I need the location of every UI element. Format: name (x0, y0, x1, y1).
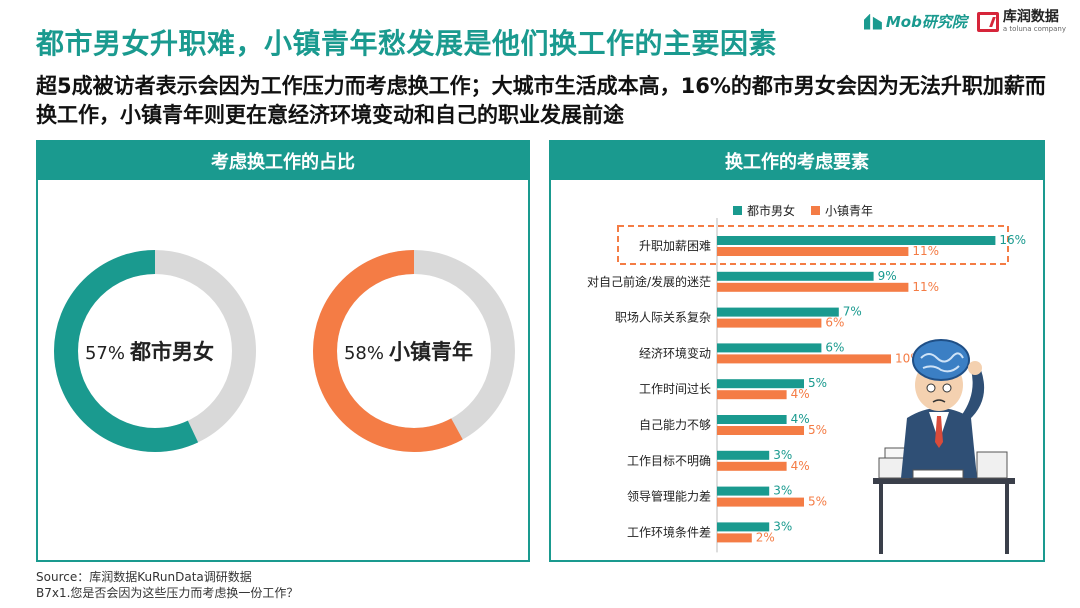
bar (717, 236, 996, 245)
donut-value-label: 57% (85, 343, 125, 364)
legend-label: 都市男女 (747, 203, 795, 218)
bar-value-label: 5% (808, 423, 827, 437)
bar-value-label: 4% (791, 387, 810, 401)
right-panel: 换工作的考虑要素 都市男女 小镇青年升职加薪困难 16% 11% 对自己前途/发展的迷茫… (549, 140, 1045, 562)
highlight-box (617, 225, 1009, 265)
bar (717, 343, 822, 353)
bar-value-label: 4% (791, 459, 810, 473)
bar-value-label: 3% (773, 448, 792, 462)
category-label: 工作环境条件差 (627, 524, 711, 539)
bar (717, 461, 787, 471)
source-note: Source：库润数据KuRunData调研数据 (36, 570, 252, 584)
bar (717, 271, 874, 281)
brain-fold (922, 365, 960, 373)
paper-stack (976, 451, 1008, 479)
page-title: 都市男女升职难，小镇青年愁发展是他们换工作的主要因素 (36, 27, 778, 60)
right-panel-heading: 换工作的考虑要素 (551, 142, 1043, 180)
bar (717, 450, 770, 460)
bar (717, 390, 787, 400)
bar (717, 497, 804, 507)
worker-eye (926, 383, 936, 393)
kurun-logo-subtext: a toluna company (1002, 25, 1066, 33)
page-subtitle: 超5成被访者表示会因为工作压力而考虑换工作；大城市生活成本高，16%的都市男女会… (36, 74, 1046, 127)
bar-value-label: 5% (808, 495, 827, 509)
desk-paper (912, 469, 964, 479)
mob-logo: Mob研究院 (863, 11, 967, 32)
donut-segment (54, 250, 256, 452)
donut-category-label: 小镇青年 (389, 340, 473, 364)
bar (717, 522, 770, 532)
bar (717, 307, 839, 317)
worker-tie (935, 416, 943, 448)
kurun-logo-icon (976, 11, 999, 32)
bar (717, 379, 804, 389)
desk-top (873, 478, 1015, 484)
bar-value-label: 7% (843, 305, 862, 319)
donut-segment (313, 250, 515, 452)
bar (717, 415, 787, 424)
logo-area: Mob研究院 库润数据 a toluna company (863, 9, 1066, 33)
bar (717, 318, 822, 328)
legend-swatch (733, 206, 742, 215)
category-label: 工作目标不明确 (627, 454, 711, 468)
bar-value-label: 11% (912, 244, 939, 258)
bar-value-label: 6% (825, 340, 844, 354)
donut-chart: 57% 都市男女 58% 小镇青年 (54, 250, 515, 452)
bar (717, 533, 752, 543)
worker-illustration (873, 339, 1015, 554)
worker-mouth (932, 399, 946, 403)
bar-value-label: 3% (773, 519, 792, 533)
bar (717, 354, 891, 364)
category-label: 对自己前途/发展的迷茫 (587, 274, 711, 289)
mob-logo-icon (863, 13, 882, 30)
brain-fold (920, 352, 964, 363)
question-note: B7x1.您是否会因为这些压力而考虑换一份工作？ (36, 586, 299, 600)
footer: Source：库润数据KuRunData调研数据 B7x1.您是否会因为这些压力… (36, 569, 298, 601)
legend-label: 小镇青年 (825, 204, 873, 218)
worker-hand (968, 361, 982, 375)
desk-leg (879, 484, 883, 554)
bar (717, 282, 909, 292)
worker-eye (942, 383, 952, 393)
bar-value-label: 2% (756, 530, 775, 544)
kurun-logo: 库润数据 a toluna company (976, 9, 1066, 33)
desk-leg (1005, 484, 1009, 554)
bar (717, 426, 804, 435)
bar-value-label: 5% (808, 376, 827, 390)
category-label: 工作时间过长 (639, 382, 711, 396)
bar (717, 247, 909, 256)
donut-category-label: 都市男女 (129, 340, 214, 364)
bar-value-label: 3% (773, 484, 792, 498)
mob-logo-text: Mob研究院 (885, 13, 967, 31)
category-label: 经济环境变动 (639, 345, 711, 360)
bar-value-label: 11% (912, 280, 939, 294)
donut-value-label: 58% (344, 343, 384, 364)
kurun-logo-text: 库润数据 (1002, 9, 1059, 25)
bar-value-label: 9% (878, 269, 897, 283)
category-label: 领导管理能力差 (627, 489, 711, 504)
category-label: 职场人际关系复杂 (615, 311, 711, 325)
left-panel: 考虑换工作的占比 57% 都市男女 58% 小镇青年 (36, 140, 530, 562)
legend-swatch (811, 206, 820, 215)
category-label: 升职加薪困难 (639, 239, 711, 253)
bar-value-label: 6% (825, 316, 844, 330)
bar-value-label: 16% (999, 233, 1026, 247)
bar-value-label: 4% (791, 412, 810, 426)
worker-arm (961, 370, 985, 420)
bar (717, 486, 770, 496)
category-label: 自己能力不够 (639, 418, 711, 432)
left-panel-heading: 考虑换工作的占比 (38, 142, 528, 180)
